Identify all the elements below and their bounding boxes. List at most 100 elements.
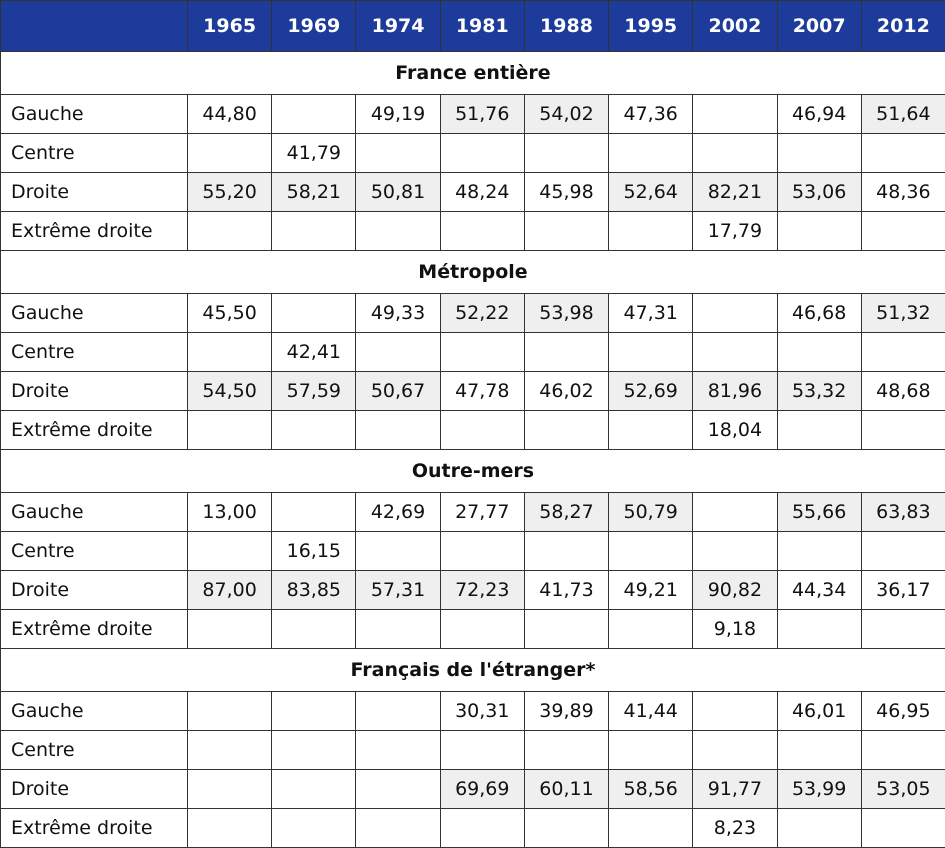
value-cell: 50,81 [356, 173, 440, 212]
value-cell: 47,78 [440, 372, 524, 411]
value-cell: 49,33 [356, 294, 440, 333]
empty-cell [777, 731, 861, 770]
empty-cell [356, 692, 440, 731]
year-header: 1995 [609, 1, 693, 52]
empty-cell [440, 134, 524, 173]
value-cell: 55,66 [777, 493, 861, 532]
empty-cell [861, 731, 945, 770]
empty-cell [861, 212, 945, 251]
empty-cell [440, 809, 524, 848]
year-header: 2012 [861, 1, 945, 52]
value-cell: 39,89 [524, 692, 608, 731]
value-cell: 46,95 [861, 692, 945, 731]
value-cell: 50,79 [609, 493, 693, 532]
empty-cell [440, 212, 524, 251]
value-cell: 60,11 [524, 770, 608, 809]
section-title: Métropole [1, 251, 945, 294]
value-cell: 58,21 [272, 173, 356, 212]
corner-cell [1, 1, 188, 52]
value-cell: 87,00 [188, 571, 272, 610]
year-header: 1965 [188, 1, 272, 52]
value-cell: 81,96 [693, 372, 777, 411]
section-row: France entière [1, 52, 945, 95]
empty-cell [777, 333, 861, 372]
value-cell: 13,00 [188, 493, 272, 532]
empty-cell [272, 294, 356, 333]
row-label: Gauche [1, 95, 188, 134]
empty-cell [693, 95, 777, 134]
empty-cell [188, 692, 272, 731]
empty-cell [693, 294, 777, 333]
empty-cell [272, 95, 356, 134]
row-label: Extrême droite [1, 809, 188, 848]
empty-cell [272, 610, 356, 649]
empty-cell [524, 809, 608, 848]
row-label: Centre [1, 731, 188, 770]
value-cell: 83,85 [272, 571, 356, 610]
value-cell: 41,73 [524, 571, 608, 610]
empty-cell [188, 610, 272, 649]
value-cell: 91,77 [693, 770, 777, 809]
empty-cell [356, 411, 440, 450]
value-cell: 51,32 [861, 294, 945, 333]
empty-cell [777, 212, 861, 251]
year-header: 1988 [524, 1, 608, 52]
empty-cell [861, 333, 945, 372]
value-cell: 53,05 [861, 770, 945, 809]
value-cell: 46,01 [777, 692, 861, 731]
row-label: Droite [1, 173, 188, 212]
empty-cell [188, 731, 272, 770]
value-cell: 58,56 [609, 770, 693, 809]
empty-cell [188, 411, 272, 450]
empty-cell [777, 411, 861, 450]
value-cell: 52,69 [609, 372, 693, 411]
empty-cell [524, 134, 608, 173]
value-cell: 63,83 [861, 493, 945, 532]
empty-cell [609, 809, 693, 848]
value-cell: 48,24 [440, 173, 524, 212]
empty-cell [693, 532, 777, 571]
empty-cell [777, 610, 861, 649]
row-label: Extrême droite [1, 411, 188, 450]
value-cell: 41,79 [272, 134, 356, 173]
empty-cell [272, 809, 356, 848]
value-cell: 51,76 [440, 95, 524, 134]
value-cell: 52,64 [609, 173, 693, 212]
value-cell: 48,36 [861, 173, 945, 212]
row-label: Centre [1, 134, 188, 173]
empty-cell [777, 809, 861, 848]
empty-cell [356, 731, 440, 770]
section-row: Outre-mers [1, 450, 945, 493]
empty-cell [272, 731, 356, 770]
value-cell: 69,69 [440, 770, 524, 809]
empty-cell [440, 333, 524, 372]
empty-cell [693, 493, 777, 532]
empty-cell [609, 532, 693, 571]
value-cell: 16,15 [272, 532, 356, 571]
row-label: Droite [1, 770, 188, 809]
empty-cell [609, 134, 693, 173]
empty-cell [272, 770, 356, 809]
value-cell: 44,34 [777, 571, 861, 610]
value-cell: 58,27 [524, 493, 608, 532]
value-cell: 45,50 [188, 294, 272, 333]
empty-cell [272, 692, 356, 731]
value-cell: 82,21 [693, 173, 777, 212]
value-cell: 53,06 [777, 173, 861, 212]
empty-cell [440, 731, 524, 770]
empty-cell [609, 411, 693, 450]
value-cell: 53,32 [777, 372, 861, 411]
year-header: 1969 [272, 1, 356, 52]
row-label: Droite [1, 372, 188, 411]
empty-cell [188, 809, 272, 848]
empty-cell [188, 134, 272, 173]
empty-cell [524, 411, 608, 450]
value-cell: 46,94 [777, 95, 861, 134]
year-header: 1974 [356, 1, 440, 52]
